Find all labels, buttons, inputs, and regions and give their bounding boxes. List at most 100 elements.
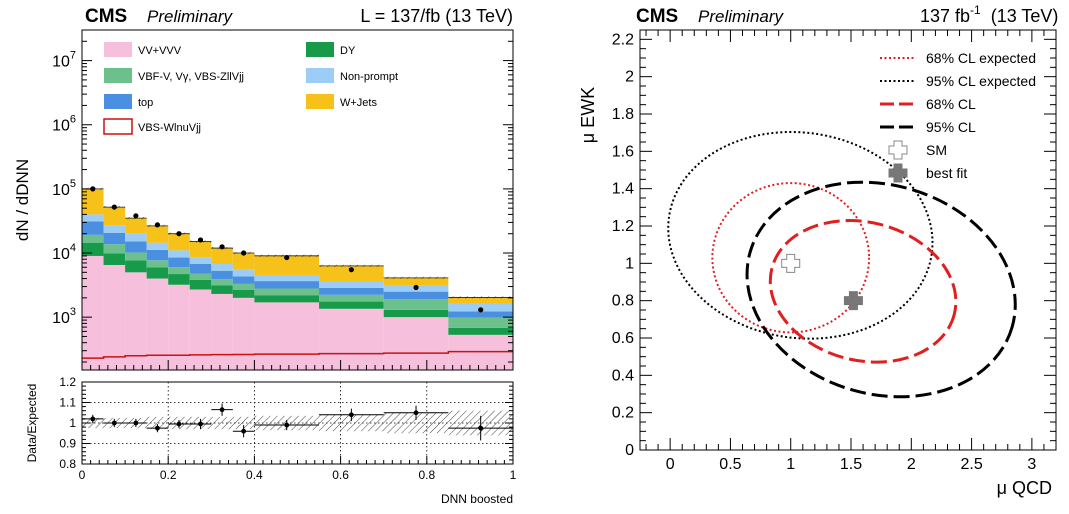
main-y-tick-label-2: 105	[52, 178, 76, 199]
right-legend-label-0: 68% CL expected	[926, 50, 1036, 66]
bar-dy-1	[103, 253, 126, 266]
bar-top-1	[103, 232, 126, 245]
left-experiment-label: CMS	[85, 6, 127, 27]
legend-label-6: VBS-WlnuVjj	[138, 122, 201, 134]
bar-nonprompt-5	[189, 257, 212, 264]
ratio-band-3	[146, 416, 169, 430]
main-y-tick-label-3: 106	[52, 114, 76, 135]
data-point-10	[413, 284, 419, 291]
bar-wjets-9	[319, 265, 384, 282]
data-point-5	[197, 237, 204, 243]
fit-markers	[781, 253, 863, 311]
contour-y-tick-label-10: 2	[625, 69, 634, 86]
bar-vbf-10	[383, 299, 449, 310]
data-point-0	[90, 186, 96, 192]
contour-y-axis-label: μ EWK	[578, 87, 598, 143]
cl-contours	[667, 131, 1017, 399]
main-y-axis-label: dN / dDNN	[13, 159, 32, 241]
right-lumi-energy: (13 TeV)	[991, 6, 1059, 26]
bar-dy-7	[232, 289, 255, 298]
ratio-point-5	[198, 421, 203, 427]
data-point-3	[154, 222, 161, 228]
legend-label-1: DY	[340, 45, 356, 57]
bar-vbf-9	[319, 294, 384, 302]
legend-swatch-1	[306, 42, 334, 57]
bar-dy-5	[189, 279, 212, 290]
contour-y-tick-label-5: 1	[625, 255, 634, 272]
bar-wjets-6	[211, 248, 233, 264]
ratio-x-tick-label-1: 0.2	[160, 468, 177, 482]
ratio-y-axis-label: Data/Expected	[25, 384, 39, 463]
ratio-plot: 0.8 0.9 1 1.1 1.2 0 0.2 0.4 0.6 0.8 1 Data/Expect…	[25, 375, 517, 506]
bar-dy-8	[254, 295, 320, 303]
bar-dy-6	[211, 285, 233, 294]
legend-swatch-2	[104, 68, 132, 83]
data-point-7	[241, 250, 247, 256]
bar-vv-vvv-11	[448, 334, 513, 370]
signal-line	[82, 350, 513, 359]
contour-x-tick-label-1: 0.5	[719, 456, 741, 473]
contour-y-tick-label-0: 0	[625, 442, 634, 459]
right-legend: 68% CL expected 95% CL expected 68% CL 95% …	[880, 50, 1036, 183]
ratio-band-9	[319, 414, 384, 432]
contour-plot-frame	[639, 29, 1057, 451]
bar-top-6	[211, 270, 233, 280]
bar-top-8	[254, 281, 320, 289]
data-point-2	[133, 213, 139, 219]
bar-vbf-4	[168, 267, 190, 275]
contour-x-axis-label: μ QCD	[997, 478, 1052, 498]
ratio-point-7	[241, 428, 247, 434]
contour-y-tick-label-4: 0.8	[612, 293, 634, 310]
bar-top-9	[319, 287, 384, 295]
legend-swatch-4	[104, 94, 132, 109]
bar-vbf-0	[82, 234, 104, 243]
bar-wjets-11	[448, 297, 513, 304]
legend-label-4: top	[138, 97, 153, 109]
contour-1	[667, 131, 934, 340]
bar-wjets-0	[82, 188, 104, 215]
legend-swatch-5	[306, 94, 334, 109]
right-legend-label-2: 68% CL	[926, 96, 976, 112]
bar-wjets-3	[146, 225, 169, 243]
right-lumi-base: 137 fb	[920, 6, 970, 26]
ratio-x-tick-label-5: 1	[510, 468, 517, 482]
bar-vbf-1	[103, 244, 126, 254]
bar-wjets-1	[103, 207, 126, 226]
bar-nonprompt-0	[82, 214, 104, 222]
bar-dy-11	[448, 327, 513, 335]
contour-x-axis: 0 0.5 1 1.5 2 2.5 3	[645, 30, 1057, 473]
ratio-x-tick-label-4: 0.8	[418, 468, 435, 482]
ratio-point-4	[176, 421, 182, 427]
ratio-y-tick-label-3: 1.1	[59, 396, 76, 410]
ratio-point-9	[348, 412, 354, 418]
contour-y-tick-label-11: 2.2	[612, 31, 634, 48]
ratio-point-1	[111, 420, 117, 426]
data-point-8	[284, 254, 290, 261]
ratio-point-6	[219, 407, 225, 413]
right-legend-label-4: SM	[926, 142, 947, 158]
bar-vv-vvv-0	[82, 255, 104, 370]
bar-top-0	[82, 221, 104, 235]
legend-swatch-3	[306, 68, 334, 83]
histogram-bars	[82, 188, 513, 370]
ratio-x-tick-label-0: 0	[79, 468, 86, 482]
ratio-point-3	[155, 425, 160, 431]
bar-nonprompt-8	[254, 274, 320, 282]
ratio-y-tick-label-2: 1	[69, 416, 76, 430]
bar-wjets-10	[383, 277, 449, 286]
bar-top-7	[232, 276, 255, 284]
contour-2	[768, 219, 958, 364]
contour-3	[745, 180, 1017, 399]
contour-x-tick-label-0: 0	[666, 456, 675, 473]
ratio-point-10	[413, 410, 419, 416]
bar-vv-vvv-8	[254, 302, 320, 370]
bar-top-3	[146, 249, 169, 261]
bar-vv-vvv-7	[232, 297, 255, 370]
contour-y-tick-label-2: 0.4	[612, 367, 634, 384]
bar-vv-vvv-1	[103, 265, 126, 370]
bar-nonprompt-1	[103, 225, 126, 233]
bar-nonprompt-2	[125, 233, 147, 242]
ratio-point-8	[284, 422, 290, 428]
ratio-point-11	[478, 425, 484, 431]
